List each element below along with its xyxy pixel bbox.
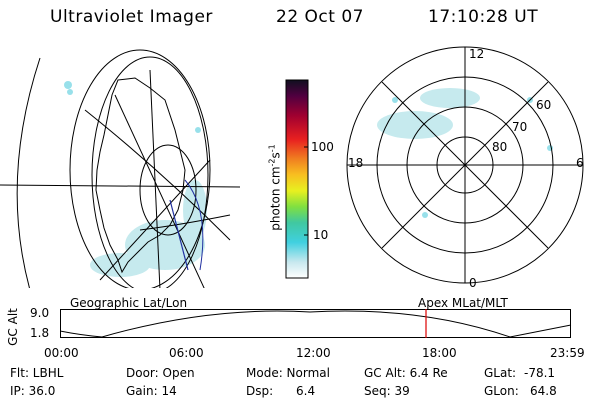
timeline-right-caption: Apex MLat/MLT	[418, 296, 508, 310]
altitude-curve	[60, 310, 572, 338]
gain-info: Gain: 14	[126, 384, 177, 398]
app-title: Ultraviolet Imager	[50, 7, 213, 27]
filter-info: Flt: LBHL	[10, 366, 64, 380]
geographic-globe-view	[0, 49, 240, 288]
date-label: 22 Oct 07	[276, 7, 364, 27]
glat-label: GLat:	[484, 366, 517, 380]
lat-label-70: 70	[512, 120, 528, 134]
limb-outline	[69, 49, 211, 288]
lat-label-60: 60	[536, 98, 552, 112]
glon-label: GLon:	[484, 384, 519, 398]
x-tick-12: 12:00	[296, 346, 331, 360]
mode-info: Mode: Normal	[246, 366, 330, 380]
colorbar-unit-label: photon cm-2s-1	[267, 144, 283, 231]
polar-mlt-plot	[346, 46, 584, 284]
altitude-timeline-plot	[60, 309, 572, 338]
mlt-label-0: 0	[469, 276, 477, 290]
colorbar-tick-100: 100	[311, 140, 334, 154]
y-tick-1-8: 1.8	[30, 326, 50, 340]
mlt-label-6: 6	[576, 156, 584, 170]
timeline-left-caption: Geographic Lat/Lon	[70, 296, 188, 310]
dsp-label: Dsp:	[246, 384, 274, 398]
glon-value: 64.8	[530, 384, 557, 398]
x-tick-00: 00:00	[44, 346, 79, 360]
dsp-value: 6.4	[296, 384, 316, 398]
continent-outline	[95, 77, 186, 274]
x-tick-18: 18:00	[422, 346, 457, 360]
x-tick-2359: 23:59	[550, 346, 585, 360]
colorbar-gradient	[285, 79, 309, 279]
ip-info: IP: 36.0	[10, 384, 56, 398]
glat-value: -78.1	[524, 366, 556, 380]
gc-alt-info: GC Alt: 6.4 Re	[364, 366, 448, 380]
y-tick-9: 9.0	[30, 306, 50, 320]
x-tick-06: 06:00	[169, 346, 204, 360]
lat-label-80: 80	[492, 140, 508, 154]
colorbar	[285, 79, 309, 279]
satellite-track	[169, 199, 189, 271]
horizon-arc	[16, 57, 41, 288]
mlt-label-18: 18	[348, 156, 364, 170]
colorbar-tick-10: 10	[313, 228, 329, 242]
timeline-y-axis-label: GC Alt	[5, 308, 20, 346]
mlt-label-12: 12	[469, 47, 485, 61]
seq-info: Seq: 39	[364, 384, 410, 398]
door-info: Door: Open	[126, 366, 195, 380]
time-label: 17:10:28 UT	[428, 7, 539, 27]
